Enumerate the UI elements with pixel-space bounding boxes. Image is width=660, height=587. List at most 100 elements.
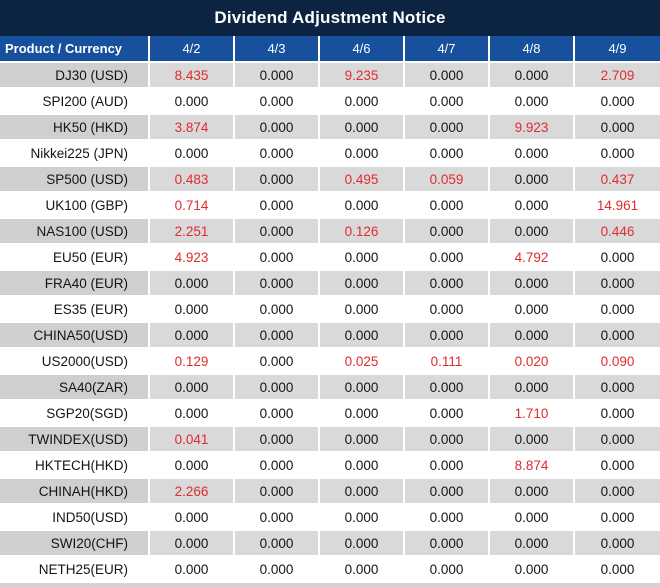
- product-cell: SWI20(CHF): [0, 531, 150, 557]
- value-cell: 2.709: [575, 63, 660, 89]
- value-cell: 0.000: [320, 375, 405, 401]
- value-cell: 0.000: [405, 323, 490, 349]
- value-cell: 0.000: [235, 323, 320, 349]
- value-cell: 0.000: [405, 401, 490, 427]
- value-cell: 0.000: [235, 141, 320, 167]
- value-cell: 0.000: [490, 89, 575, 115]
- value-cell: 0.000: [575, 115, 660, 141]
- value-cell: 0.000: [490, 557, 575, 583]
- value-cell: 0.000: [235, 505, 320, 531]
- value-cell: 8.435: [150, 63, 235, 89]
- value-cell: 0.000: [320, 479, 405, 505]
- value-cell: 0.000: [575, 89, 660, 115]
- value-cell: 8.874: [490, 453, 575, 479]
- value-cell: 0.129: [150, 349, 235, 375]
- column-header-cell: 4/9: [575, 36, 660, 63]
- value-cell: 0.000: [405, 479, 490, 505]
- value-cell: 0.000: [405, 89, 490, 115]
- value-cell: 0.000: [235, 479, 320, 505]
- value-cell: 0.090: [575, 349, 660, 375]
- value-cell: 0.000: [405, 375, 490, 401]
- value-cell: 0.000: [490, 427, 575, 453]
- value-cell: 0.000: [320, 141, 405, 167]
- value-cell: 0.000: [405, 245, 490, 271]
- value-cell: 0.000: [320, 271, 405, 297]
- titlebar: Dividend Adjustment Notice: [0, 0, 660, 36]
- value-cell: 0.000: [490, 479, 575, 505]
- value-cell: 0.020: [490, 349, 575, 375]
- value-cell: 0.000: [235, 531, 320, 557]
- product-cell: IND50(USD): [0, 505, 150, 531]
- value-cell: 4.923: [150, 245, 235, 271]
- value-cell: 0.000: [150, 297, 235, 323]
- product-cell: CHINAH(HKD): [0, 479, 150, 505]
- value-cell: 0.000: [575, 427, 660, 453]
- value-cell: 0.483: [150, 167, 235, 193]
- value-cell: 0.000: [405, 219, 490, 245]
- product-cell: UK100 (GBP): [0, 193, 150, 219]
- value-cell: 0.000: [405, 63, 490, 89]
- value-cell: 0.000: [235, 375, 320, 401]
- value-cell: 0.000: [575, 531, 660, 557]
- value-cell: 0.000: [235, 115, 320, 141]
- value-cell: 0.714: [150, 193, 235, 219]
- value-cell: 0.495: [320, 167, 405, 193]
- value-cell: 2.251: [150, 219, 235, 245]
- value-cell: 0.000: [150, 323, 235, 349]
- product-cell: HKTECH(HKD): [0, 453, 150, 479]
- value-cell: 0.041: [150, 427, 235, 453]
- value-cell: 0.000: [235, 193, 320, 219]
- value-cell: 0.000: [405, 557, 490, 583]
- product-cell: DJ30 (USD): [0, 63, 150, 89]
- next-row-sliver: [0, 583, 660, 587]
- value-cell: 0.000: [320, 323, 405, 349]
- column-header-cell: 4/6: [320, 36, 405, 63]
- product-cell: SP500 (USD): [0, 167, 150, 193]
- value-cell: 0.000: [150, 89, 235, 115]
- product-cell: SPI200 (AUD): [0, 89, 150, 115]
- value-cell: 0.446: [575, 219, 660, 245]
- value-cell: 0.000: [405, 297, 490, 323]
- value-cell: 0.000: [150, 141, 235, 167]
- value-cell: 0.000: [320, 193, 405, 219]
- value-cell: 0.000: [575, 453, 660, 479]
- value-cell: 0.000: [320, 89, 405, 115]
- product-cell: SGP20(SGD): [0, 401, 150, 427]
- value-cell: 0.000: [320, 297, 405, 323]
- value-cell: 0.000: [320, 245, 405, 271]
- value-cell: 4.792: [490, 245, 575, 271]
- value-cell: 0.000: [575, 245, 660, 271]
- value-cell: 0.000: [575, 375, 660, 401]
- value-cell: 0.126: [320, 219, 405, 245]
- value-cell: 0.000: [575, 271, 660, 297]
- corner-header-cell: Product / Currency: [0, 36, 150, 63]
- value-cell: 0.000: [405, 271, 490, 297]
- value-cell: 0.000: [150, 557, 235, 583]
- product-cell: NETH25(EUR): [0, 557, 150, 583]
- value-cell: 0.000: [575, 505, 660, 531]
- value-cell: 0.000: [405, 115, 490, 141]
- value-cell: 0.000: [575, 141, 660, 167]
- value-cell: 0.025: [320, 349, 405, 375]
- dividend-table: Product / Currency 4/2 4/3 4/6 4/7 4/8 4/9 DJ30…: [0, 36, 660, 583]
- value-cell: 0.000: [150, 401, 235, 427]
- value-cell: 0.000: [320, 115, 405, 141]
- value-cell: 2.266: [150, 479, 235, 505]
- value-cell: 3.874: [150, 115, 235, 141]
- column-header-cell: 4/8: [490, 36, 575, 63]
- value-cell: 0.000: [235, 167, 320, 193]
- value-cell: 0.000: [575, 401, 660, 427]
- product-cell: NAS100 (USD): [0, 219, 150, 245]
- value-cell: 0.000: [235, 349, 320, 375]
- product-cell: SA40(ZAR): [0, 375, 150, 401]
- value-cell: 0.000: [405, 427, 490, 453]
- value-cell: 0.000: [490, 167, 575, 193]
- product-cell: HK50 (HKD): [0, 115, 150, 141]
- value-cell: 0.000: [490, 531, 575, 557]
- value-cell: 0.000: [150, 453, 235, 479]
- value-cell: 0.000: [235, 427, 320, 453]
- value-cell: 0.000: [490, 505, 575, 531]
- product-cell: FRA40 (EUR): [0, 271, 150, 297]
- column-header-cell: 4/3: [235, 36, 320, 63]
